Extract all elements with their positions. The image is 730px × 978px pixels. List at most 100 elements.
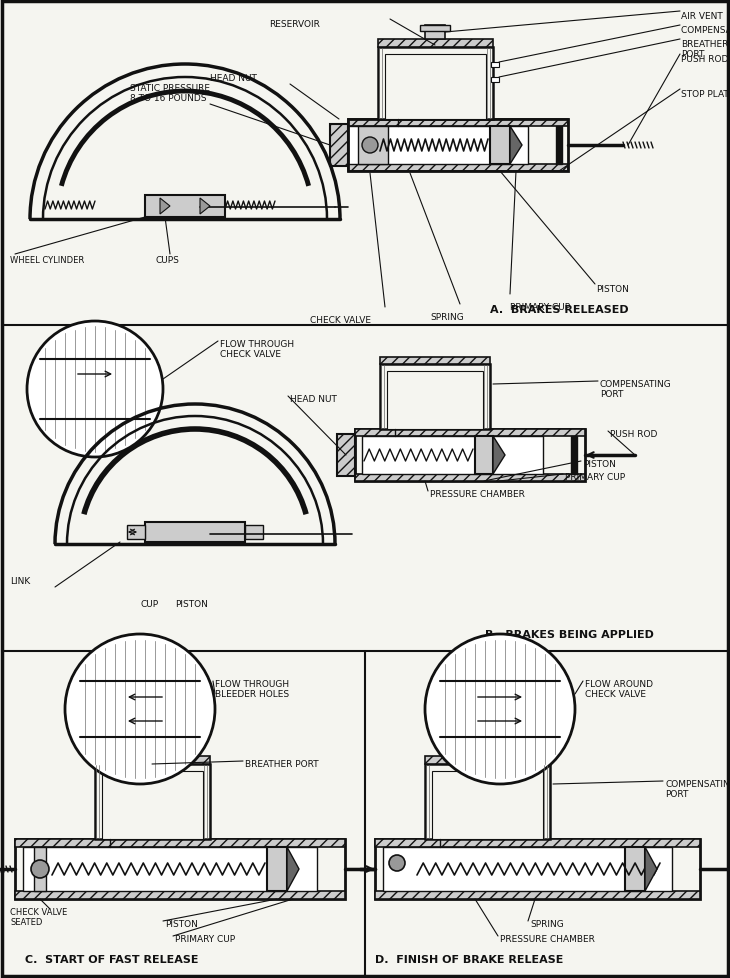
Bar: [337, 434, 355, 476]
Text: AIR VENT: AIR VENT: [681, 12, 723, 21]
Text: CHECK VALVE: CHECK VALVE: [310, 316, 371, 325]
Bar: [95, 756, 210, 764]
Bar: [348, 120, 568, 172]
Text: BREATHER
PORT: BREATHER PORT: [681, 40, 729, 60]
Bar: [127, 525, 145, 540]
Bar: [380, 358, 490, 365]
Polygon shape: [510, 127, 522, 165]
Text: FLOW AROUND
CHECK VALVE: FLOW AROUND CHECK VALVE: [585, 680, 653, 698]
Bar: [432, 772, 543, 839]
Bar: [375, 839, 700, 899]
Polygon shape: [287, 847, 299, 891]
Bar: [550, 680, 562, 739]
Bar: [385, 55, 486, 120]
Bar: [383, 847, 672, 891]
Bar: [190, 680, 202, 739]
Text: PUSH ROD: PUSH ROD: [610, 429, 658, 438]
Bar: [37, 358, 49, 422]
Text: PRESSURE CHAMBER: PRESSURE CHAMBER: [500, 934, 595, 943]
Bar: [348, 165, 568, 172]
Text: COMPENSATING PORT: COMPENSATING PORT: [681, 26, 730, 35]
Circle shape: [389, 855, 405, 871]
Text: FLOW THROUGH
BLEEDER HOLES: FLOW THROUGH BLEEDER HOLES: [215, 680, 289, 698]
Text: C.  START OF FAST RELEASE: C. START OF FAST RELEASE: [25, 954, 199, 964]
Bar: [348, 127, 528, 165]
Bar: [348, 120, 568, 127]
Text: CUP: CUP: [140, 600, 158, 608]
Bar: [355, 429, 585, 481]
Polygon shape: [645, 847, 657, 891]
Bar: [425, 764, 550, 839]
Bar: [556, 127, 562, 165]
Bar: [380, 365, 490, 429]
Bar: [15, 891, 345, 899]
Bar: [102, 772, 203, 839]
Polygon shape: [200, 199, 210, 215]
Text: SPRING: SPRING: [430, 313, 464, 322]
Text: CHECK VALVE
SEATED: CHECK VALVE SEATED: [10, 907, 67, 926]
Polygon shape: [493, 436, 505, 474]
Bar: [145, 522, 245, 543]
Text: COMPENSATING
PORT: COMPENSATING PORT: [600, 379, 672, 399]
Circle shape: [362, 138, 378, 154]
Bar: [425, 26, 445, 40]
Bar: [378, 48, 493, 120]
Text: LINK: LINK: [10, 576, 30, 586]
Text: HEAD NUT: HEAD NUT: [210, 74, 257, 83]
Text: HEAD NUT: HEAD NUT: [290, 394, 337, 404]
Bar: [15, 839, 345, 899]
Text: PRIMARY CUP: PRIMARY CUP: [510, 302, 570, 312]
Bar: [475, 436, 493, 474]
Bar: [387, 372, 483, 429]
Bar: [420, 26, 450, 32]
Bar: [145, 196, 225, 218]
Bar: [571, 436, 577, 474]
Bar: [490, 127, 510, 165]
Text: PISTON: PISTON: [583, 460, 616, 468]
Text: A.  BRAKES RELEASED: A. BRAKES RELEASED: [490, 305, 629, 315]
Bar: [358, 127, 388, 165]
Text: CUPS: CUPS: [155, 255, 179, 265]
Text: PISTON: PISTON: [175, 600, 208, 608]
Text: COMPENSATING
PORT: COMPENSATING PORT: [665, 779, 730, 799]
Bar: [362, 436, 543, 474]
Bar: [355, 429, 585, 436]
Text: PISTON: PISTON: [165, 919, 198, 928]
Text: PRESSURE CHAMBER: PRESSURE CHAMBER: [430, 490, 525, 499]
Bar: [625, 847, 645, 891]
Text: PRIMARY CUP: PRIMARY CUP: [175, 934, 235, 943]
Bar: [23, 847, 317, 891]
Bar: [245, 525, 263, 540]
Bar: [95, 764, 210, 839]
Bar: [375, 891, 700, 899]
Text: PISTON: PISTON: [596, 285, 629, 293]
Bar: [267, 847, 287, 891]
Circle shape: [27, 322, 163, 458]
Bar: [78, 680, 90, 739]
Text: STOP PLATE: STOP PLATE: [681, 90, 730, 99]
Text: B.  BRAKES BEING APPLIED: B. BRAKES BEING APPLIED: [485, 630, 654, 640]
Bar: [491, 78, 499, 83]
Text: STATIC PRESSURE
8 TO 16 POUNDS: STATIC PRESSURE 8 TO 16 POUNDS: [130, 83, 210, 103]
Bar: [15, 839, 345, 847]
Bar: [438, 680, 450, 739]
Bar: [375, 839, 700, 847]
Bar: [378, 40, 493, 48]
Bar: [141, 358, 153, 422]
Text: FLOW THROUGH
CHECK VALVE: FLOW THROUGH CHECK VALVE: [220, 339, 294, 359]
Bar: [330, 125, 348, 167]
Bar: [425, 756, 550, 764]
Circle shape: [65, 635, 215, 784]
Bar: [355, 474, 585, 481]
Text: RESERVOIR: RESERVOIR: [269, 20, 320, 29]
Text: D.  FINISH OF BRAKE RELEASE: D. FINISH OF BRAKE RELEASE: [375, 954, 564, 964]
Text: BREATHER PORT: BREATHER PORT: [245, 759, 318, 768]
Text: WHEEL CYLINDER: WHEEL CYLINDER: [10, 255, 84, 265]
Text: SPRING: SPRING: [530, 919, 564, 928]
Bar: [491, 63, 499, 67]
Text: PUSH ROD: PUSH ROD: [681, 55, 729, 64]
Circle shape: [31, 860, 49, 878]
Polygon shape: [160, 199, 170, 215]
Circle shape: [425, 635, 575, 784]
Text: PRIMARY CUP: PRIMARY CUP: [565, 472, 625, 481]
